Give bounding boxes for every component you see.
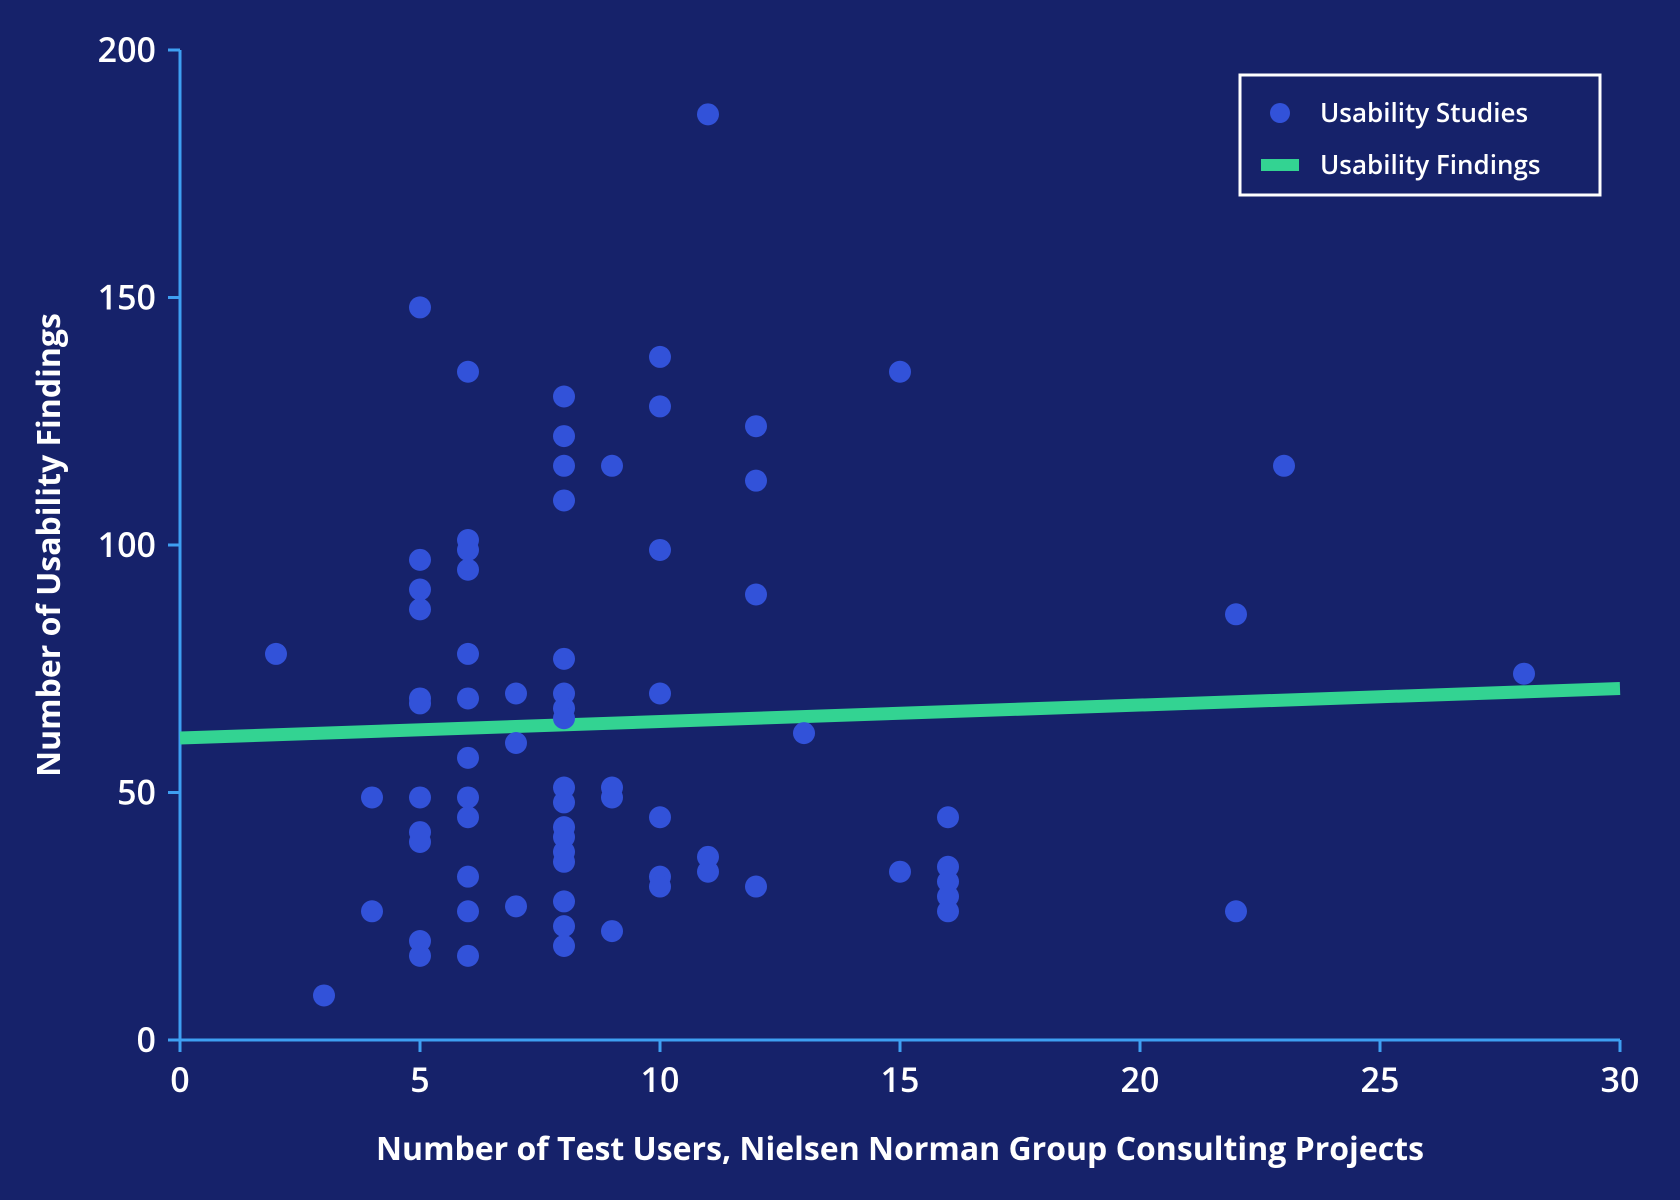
data-point — [457, 361, 479, 383]
data-point — [313, 984, 335, 1006]
data-point — [697, 103, 719, 125]
x-tick-label: 30 — [1601, 1056, 1640, 1102]
data-point — [457, 747, 479, 769]
data-point — [505, 895, 527, 917]
data-point — [361, 786, 383, 808]
data-point — [553, 386, 575, 408]
data-point — [409, 945, 431, 967]
x-tick-label: 25 — [1361, 1056, 1400, 1102]
legend-swatch-dot — [1270, 103, 1290, 123]
data-point — [649, 683, 671, 705]
y-tick-label: 100 — [98, 521, 156, 567]
data-point — [601, 786, 623, 808]
data-point — [361, 900, 383, 922]
data-point — [505, 732, 527, 754]
data-point — [1225, 603, 1247, 625]
data-point — [889, 361, 911, 383]
data-point — [601, 455, 623, 477]
data-point — [409, 692, 431, 714]
chart-svg: 0 5 10 15 20 25 30 0 50 100 150 200 Number of Test U… — [0, 0, 1680, 1200]
data-point — [409, 831, 431, 853]
data-point — [457, 687, 479, 709]
x-tick-label: 0 — [170, 1056, 189, 1102]
data-point — [1513, 663, 1535, 685]
legend-swatch-line — [1261, 159, 1299, 171]
y-tick-label: 200 — [98, 26, 156, 72]
data-point — [745, 584, 767, 606]
data-point — [457, 559, 479, 581]
data-point — [937, 900, 959, 922]
data-point — [889, 861, 911, 883]
data-point — [409, 549, 431, 571]
data-point — [505, 683, 527, 705]
data-point — [409, 296, 431, 318]
data-point — [553, 890, 575, 912]
x-tick-label: 10 — [641, 1056, 680, 1102]
y-axis-label: Number of Usability Findings — [27, 313, 70, 777]
x-tick-label: 5 — [410, 1056, 429, 1102]
data-point — [745, 470, 767, 492]
y-tick-label: 50 — [117, 769, 156, 815]
data-point — [553, 489, 575, 511]
data-point — [553, 648, 575, 670]
data-point — [553, 851, 575, 873]
data-point — [553, 707, 575, 729]
legend-label: Usability Studies — [1320, 94, 1528, 130]
data-point — [649, 539, 671, 561]
data-point — [265, 643, 287, 665]
data-point — [457, 866, 479, 888]
legend-label: Usability Findings — [1320, 146, 1541, 182]
data-point — [1225, 900, 1247, 922]
data-point — [649, 806, 671, 828]
x-tick-label: 15 — [881, 1056, 920, 1102]
data-point — [745, 876, 767, 898]
x-tick-label: 20 — [1121, 1056, 1160, 1102]
y-tick-label: 0 — [137, 1016, 156, 1062]
data-point — [553, 455, 575, 477]
data-point — [457, 900, 479, 922]
data-point — [793, 722, 815, 744]
data-point — [649, 346, 671, 368]
data-point — [649, 876, 671, 898]
data-point — [649, 395, 671, 417]
data-point — [553, 425, 575, 447]
data-point — [553, 915, 575, 937]
data-point — [601, 920, 623, 942]
data-point — [457, 643, 479, 665]
data-point — [457, 539, 479, 561]
data-point — [553, 935, 575, 957]
data-point — [409, 786, 431, 808]
data-point — [553, 791, 575, 813]
data-point — [409, 579, 431, 601]
data-point — [457, 945, 479, 967]
scatter-chart: 0 5 10 15 20 25 30 0 50 100 150 200 Number of Test U… — [0, 0, 1680, 1200]
data-point — [1273, 455, 1295, 477]
data-point — [409, 598, 431, 620]
data-point — [697, 861, 719, 883]
data-point — [745, 415, 767, 437]
data-point — [937, 806, 959, 828]
data-point — [457, 786, 479, 808]
data-point — [457, 806, 479, 828]
x-axis-label: Number of Test Users, Nielsen Norman Gro… — [376, 1127, 1424, 1170]
y-tick-label: 150 — [98, 274, 156, 320]
